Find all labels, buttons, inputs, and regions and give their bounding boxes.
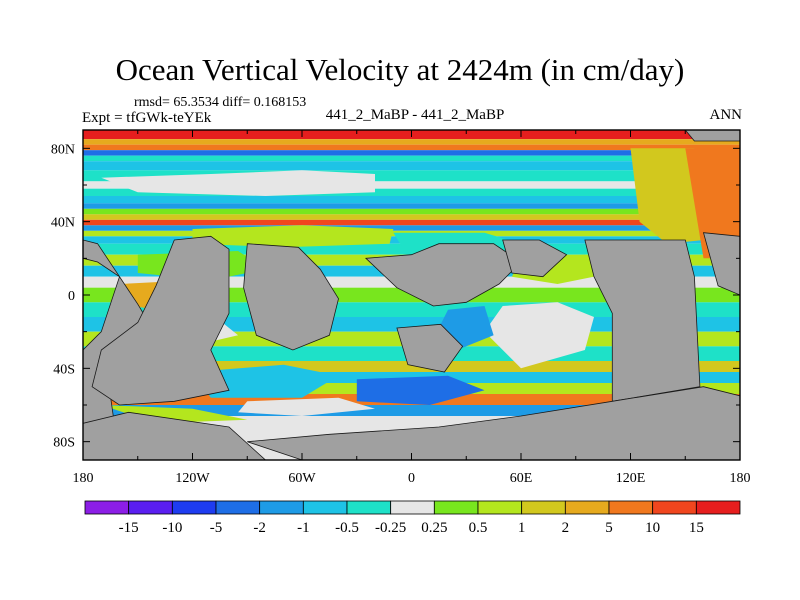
colorbar-label: -10 [162,520,182,536]
field-band [83,144,740,151]
colorbar-swatch [433,500,479,515]
colorbar-swatch [390,500,435,515]
season-label: ANN [709,107,743,123]
colorbar-swatch [171,500,217,515]
field-patch [630,148,704,244]
plot-title: Ocean Vertical Velocity at 2424m (in cm/… [115,52,685,87]
field-band [83,188,740,196]
land-east-rim [702,232,740,296]
colorbar-swatch [259,500,304,515]
field-band [83,170,740,182]
x-tick-label: 180 [73,471,94,486]
colorbar-label: 5 [605,520,613,536]
land-africa [364,243,522,307]
x-tick-label: 180 [730,471,751,486]
field-band [83,214,740,220]
colorbar-label: 1 [518,520,526,536]
colorbar-label: -0.25 [375,520,406,536]
colorbar-label: -0.5 [335,520,359,536]
field-band [83,361,740,372]
colorbar-swatch [564,500,610,515]
land-south-america [243,243,339,351]
x-tick-label: 60E [510,471,533,486]
colorbar-swatch [128,500,173,515]
land-arctic-east [684,130,740,142]
colorbar-label: 10 [645,520,660,536]
colorbar-label: -5 [210,520,223,536]
field-band [83,150,740,156]
land-antarctica [247,386,740,460]
x-tick-label: 0 [408,471,415,486]
field-patch [101,405,248,424]
y-tick-label: 40N [51,216,75,231]
colorbar: -15 -10 -5 -2 -1 -0.5 -0.25 0.25 0.5 1 2 5 10 15 [84,500,741,536]
stats-text: rmsd= 65.3534 diff= 0.168153 [134,95,307,110]
field-patch [356,375,485,405]
colorbar-label: -1 [297,520,310,536]
land-pacific-continent [91,235,230,406]
field-patch [238,397,375,416]
field-band [83,155,740,162]
colorbar-swatch [695,500,741,515]
colorbar-label: 0.5 [469,520,488,536]
field-band [83,405,740,416]
field-patch [685,148,740,259]
land-southern-africa [396,323,464,373]
colorbar-swatch [652,500,697,515]
colorbar-label: 15 [689,520,704,536]
field-band [83,139,740,145]
y-tick-label: 40S [53,362,75,377]
colorbar-label: -2 [253,520,266,536]
field-band [83,196,740,204]
field-patch [484,302,594,369]
colorbar-swatch [346,500,392,515]
colorbar-swatch [521,500,566,515]
colorbar-swatch [302,500,348,515]
y-tick-label: 0 [68,289,75,304]
x-tick-label: 120E [616,471,646,486]
field-patch [192,225,394,248]
field-band [83,181,740,189]
colorbar-label: 2 [562,520,570,536]
map-axes: 180 120W 60W 0 60E 120E 180 80N 40N 0 40S 80S [51,129,751,486]
x-tick-label: 60W [288,471,316,486]
colorbar-label: -15 [119,520,139,536]
colorbar-swatch [477,500,523,515]
colorbar-swatch [84,500,130,515]
field-band [83,161,740,171]
y-tick-label: 80S [53,436,75,451]
colorbar-label: 0.25 [421,520,447,536]
field-band [83,203,740,209]
y-tick-label: 80N [51,142,75,157]
field-patch [101,170,376,196]
land-mask [83,130,740,460]
field-band [83,219,740,226]
case-label: 441_2_MaBP - 441_2_MaBP [325,107,505,123]
x-tick-label: 120W [175,471,210,486]
field-band [83,208,740,215]
experiment-label: Expt = tfGWk-teYEk [82,110,212,126]
land-arabia-india [502,239,568,278]
land-antarctica-west [83,411,267,460]
field-band [83,243,740,255]
field-band [83,225,740,231]
colorbar-swatch [608,500,654,515]
colorbar-swatch [215,500,261,515]
